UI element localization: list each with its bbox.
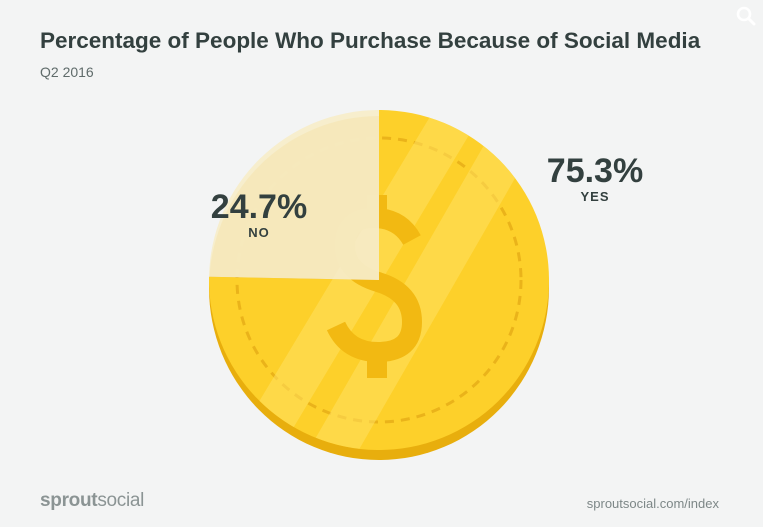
data-label-yes-category: YES — [580, 189, 609, 204]
source-link[interactable]: sproutsocial.com/index — [586, 496, 719, 511]
data-label-yes-value: 75.3% — [547, 152, 643, 190]
pie-slice-no — [209, 110, 379, 280]
data-label-no-value: 24.7% — [211, 188, 307, 226]
chart-title: Percentage of People Who Purchase Becaus… — [40, 28, 701, 53]
data-label-no-category: NO — [248, 225, 270, 240]
chart-subtitle: Q2 2016 — [40, 64, 94, 80]
search-icon[interactable] — [735, 5, 757, 27]
sprout-social-logo: sproutsocial — [40, 490, 145, 511]
